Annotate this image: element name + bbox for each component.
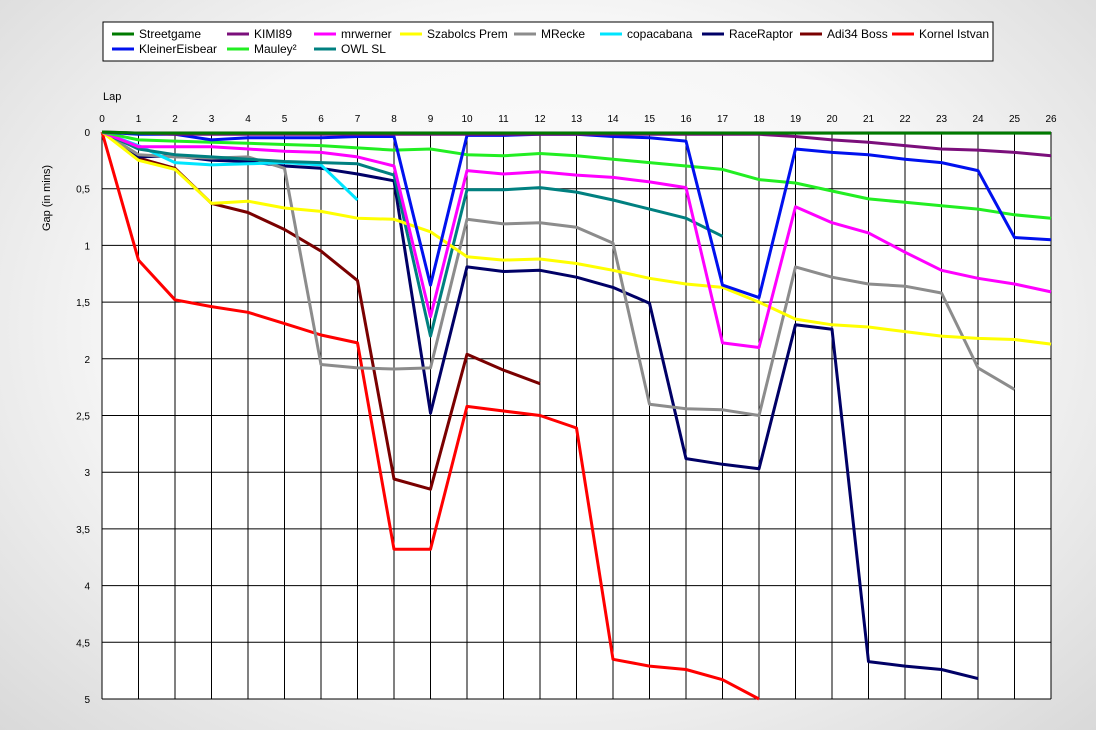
y-tick-label: 1,5 xyxy=(76,298,90,309)
y-tick-label: 3,5 xyxy=(76,525,90,536)
legend-label: KIMI89 xyxy=(254,27,292,41)
x-tick-label: 21 xyxy=(863,114,875,125)
x-axis-title: Lap xyxy=(103,91,121,103)
y-tick-label: 0 xyxy=(84,128,90,139)
series-line-owl-sl xyxy=(101,130,724,338)
x-tick-label: 19 xyxy=(790,114,802,125)
x-tick-label: 1 xyxy=(136,114,142,125)
y-tick-label: 0,5 xyxy=(76,185,90,196)
series-line-mrwerner xyxy=(101,130,1052,349)
y-tick-label: 3 xyxy=(84,468,90,479)
x-tick-label: 26 xyxy=(1045,114,1057,125)
x-tick-label: 3 xyxy=(209,114,215,125)
series-line-raceraptor xyxy=(101,130,979,681)
legend: Streetgame KIMI89 mrwerner Szabolcs Prem MRe… xyxy=(102,21,994,62)
y-tick-label: 5 xyxy=(84,695,90,706)
legend-label: KleinerEisbear xyxy=(139,42,217,56)
x-tick-label: 20 xyxy=(826,114,838,125)
x-tick-label: 16 xyxy=(680,114,692,125)
x-tick-label: 4 xyxy=(245,114,251,125)
x-tick-label: 18 xyxy=(753,114,765,125)
x-tick-label: 7 xyxy=(355,114,361,125)
legend-label: Kornel Istvan xyxy=(919,27,989,41)
legend-label: Szabolcs Prem xyxy=(427,27,508,41)
series-line-mauley- xyxy=(101,130,1052,220)
x-tick-label: 13 xyxy=(571,114,583,125)
x-tick-label: 5 xyxy=(282,114,288,125)
ticks: 0 1 2 3 4 5 6 7 8 9 10 11 12 13 14 15 16 17 18 19 20 21 22 23 24… xyxy=(76,114,1057,706)
y-tick-label: 2,5 xyxy=(76,412,90,423)
grid xyxy=(101,131,1052,700)
legend-items: Streetgame KIMI89 mrwerner Szabolcs Prem MRe… xyxy=(112,27,989,56)
series-line-szabolcs-prem xyxy=(101,130,1052,346)
x-tick-label: 22 xyxy=(899,114,911,125)
x-tick-label: 8 xyxy=(391,114,397,125)
series-line-kornel-istvan xyxy=(100,131,760,701)
y-tick-label: 4,5 xyxy=(76,638,90,649)
y-tick-label: 1 xyxy=(84,241,90,252)
y-tick-label: 4 xyxy=(84,582,90,593)
legend-label: RaceRaptor xyxy=(729,27,793,41)
legend-frame xyxy=(102,21,994,62)
x-tick-label: 15 xyxy=(644,114,656,125)
x-tick-label: 2 xyxy=(172,114,178,125)
legend-label: mrwerner xyxy=(341,27,392,41)
y-axis-title: Gap (in mins) xyxy=(41,165,53,231)
legend-label: Adi34 Boss xyxy=(827,27,888,41)
x-tick-label: 0 xyxy=(99,114,105,125)
x-tick-label: 17 xyxy=(717,114,729,125)
x-tick-label: 25 xyxy=(1009,114,1021,125)
legend-label: Mauley² xyxy=(254,42,297,56)
series-line-streetgame xyxy=(101,130,1051,135)
y-tick-label: 2 xyxy=(84,355,90,366)
x-tick-label: 14 xyxy=(607,114,619,125)
legend-label: copacabana xyxy=(627,27,693,41)
legend-label: Streetgame xyxy=(139,27,201,41)
x-tick-label: 6 xyxy=(318,114,324,125)
x-tick-label: 23 xyxy=(936,114,948,125)
x-tick-label: 11 xyxy=(498,114,509,125)
x-tick-label: 10 xyxy=(461,114,473,125)
x-tick-label: 9 xyxy=(428,114,434,125)
legend-label: OWL SL xyxy=(341,42,386,56)
x-tick-label: 24 xyxy=(972,114,984,125)
legend-label: MRecke xyxy=(541,27,585,41)
x-tick-label: 12 xyxy=(534,114,546,125)
series-lines xyxy=(100,130,1052,701)
